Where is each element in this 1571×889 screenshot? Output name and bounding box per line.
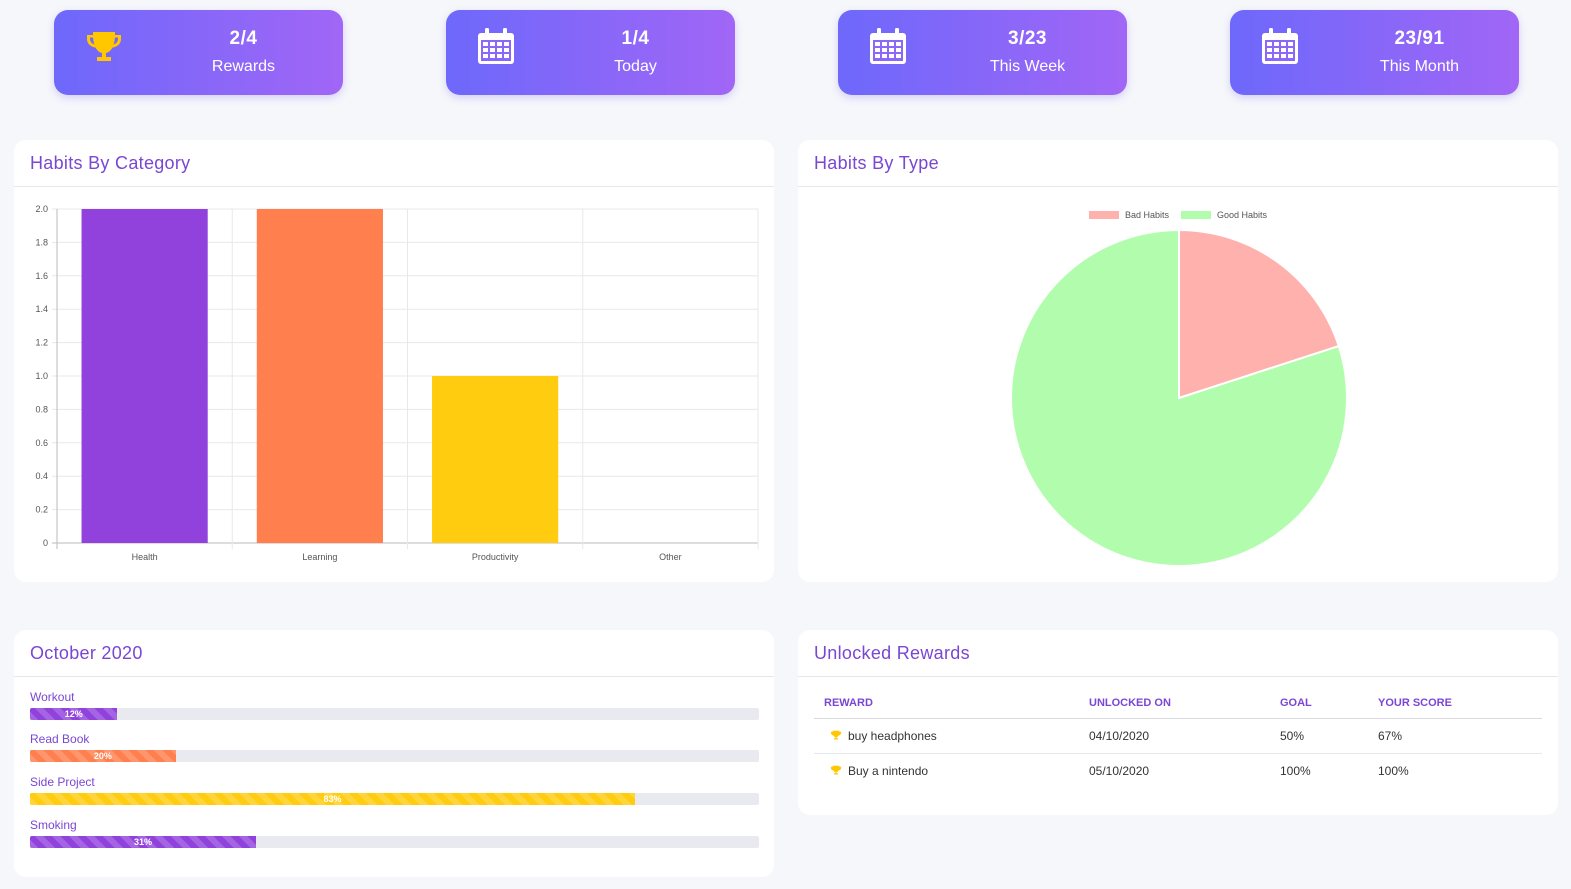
goal-cell: 100% — [1280, 763, 1311, 778]
column-header-goal: GOAL — [1270, 688, 1368, 719]
legend-label: Good Habits — [1217, 210, 1268, 220]
stat-card-this-week: 3/23 This Week — [838, 10, 1127, 95]
score-cell: 100% — [1378, 763, 1409, 778]
bar-productivity — [432, 376, 559, 543]
pie-slice-good-habits — [1010, 228, 1348, 567]
pie-slice-bad-habits — [1178, 228, 1341, 400]
y-tick-label: 0.8 — [35, 404, 48, 414]
progress-item-read-book: Read Book 20% — [30, 732, 759, 762]
progress-fill: 83% — [30, 793, 636, 805]
stat-label: This Month — [1379, 58, 1460, 75]
progress-track: 31% — [30, 836, 759, 848]
y-tick-label: 1.6 — [35, 271, 48, 281]
progress-item-side-project: Side Project 83% — [30, 775, 759, 805]
pie-chart: Bad Habits Good Habits — [1010, 210, 1348, 567]
divider — [14, 676, 774, 677]
bar-learning — [256, 209, 383, 543]
legend-swatch — [1181, 211, 1211, 219]
progress-fill: 20% — [30, 750, 176, 762]
unlocked-on-cell: 05/10/2020 — [1089, 763, 1150, 778]
progress-label: Read Book — [30, 732, 90, 746]
panel-title: Unlocked Rewards — [814, 643, 970, 663]
x-tick-label: Other — [659, 552, 682, 562]
column-header-your-score: YOUR SCORE — [1368, 688, 1542, 719]
progress-label: Side Project — [30, 775, 95, 789]
stat-card-rewards: 2/4 Rewards — [54, 10, 343, 95]
panel-title: Habits By Type — [814, 153, 939, 173]
table-row: Buy a nintendo 05/10/2020 100% 100% — [814, 753, 1542, 788]
reward-cell: buy headphones — [814, 718, 1079, 754]
reward-name: Buy a nintendo — [848, 763, 929, 778]
progress-label: Smoking — [30, 818, 77, 832]
progress-track: 83% — [30, 793, 759, 805]
bar-health — [81, 209, 208, 543]
y-tick-label: 1.2 — [35, 338, 48, 348]
reward-name: buy headphones — [848, 728, 937, 743]
y-tick-label: 0.2 — [35, 505, 48, 515]
trophy-icon — [84, 26, 124, 66]
rewards-table: REWARD UNLOCKED ON GOAL YOUR SCORE buy h… — [814, 688, 1542, 788]
stat-value: 3/23 — [1008, 28, 1047, 49]
habits-by-category-panel: Habits By Category 2.0 1.8 1.6 1.4 1.2 1.0 0.8… — [14, 140, 774, 582]
calendar-icon — [1260, 26, 1300, 66]
habits-by-type-panel: Habits By Type Bad Habits Good Habits — [798, 140, 1558, 582]
y-tick-label: 1.4 — [35, 304, 48, 314]
progress-item-smoking: Smoking 31% — [30, 818, 759, 848]
x-tick-label: Productivity — [472, 552, 519, 562]
divider — [14, 186, 774, 187]
legend-label: Bad Habits — [1125, 210, 1170, 220]
score-cell: 67% — [1368, 718, 1542, 754]
y-tick-label: 0.4 — [35, 471, 48, 481]
progress-item-workout: Workout 12% — [30, 690, 759, 720]
legend-swatch — [1089, 211, 1119, 219]
goal-cell: 50% — [1270, 718, 1368, 754]
divider — [798, 186, 1558, 187]
y-tick-label: 0.6 — [35, 438, 48, 448]
stat-card-today: 1/4 Today — [446, 10, 735, 95]
column-header-unlocked-on: UNLOCKED ON — [1079, 688, 1270, 719]
stat-value: 1/4 — [621, 28, 650, 49]
panel-title: October 2020 — [30, 643, 143, 663]
stat-value: 23/91 — [1394, 28, 1445, 49]
stat-label: This Week — [989, 58, 1066, 75]
bar-chart: 2.0 1.8 1.6 1.4 1.2 1.0 0.8 0.6 0.4 0.2 0 Health Lea… — [35, 204, 759, 562]
x-tick-label: Health — [132, 552, 158, 562]
month-progress-panel: October 2020 Workout 12% Read Book 20% S… — [14, 630, 774, 877]
stat-value: 2/4 — [229, 28, 258, 49]
divider — [798, 676, 1558, 677]
progress-track: 20% — [30, 750, 759, 762]
trophy-icon — [830, 729, 842, 741]
y-tick-label: 0 — [43, 538, 48, 548]
reward-cell: Buy a nintendo — [814, 753, 1079, 788]
progress-fill: 31% — [30, 836, 256, 848]
unlocked-on-cell: 04/10/2020 — [1079, 718, 1270, 754]
stat-label: Today — [614, 58, 657, 75]
stat-label: Rewards — [211, 58, 276, 75]
progress-fill: 12% — [30, 708, 118, 720]
unlocked-rewards-panel: Unlocked Rewards REWARD UNLOCKED ON GOAL… — [798, 630, 1558, 815]
calendar-icon — [476, 26, 516, 66]
x-tick-label: Learning — [302, 552, 337, 562]
y-tick-label: 1.0 — [35, 371, 48, 381]
table-row: buy headphones 04/10/2020 50% 67% — [814, 718, 1542, 754]
trophy-icon — [830, 764, 842, 776]
panel-title: Habits By Category — [30, 153, 191, 173]
progress-label: Workout — [30, 690, 75, 704]
y-tick-label: 2.0 — [35, 204, 48, 214]
calendar-icon — [868, 26, 908, 66]
column-header-reward: REWARD — [814, 688, 1079, 719]
table-header-row: REWARD UNLOCKED ON GOAL YOUR SCORE — [814, 688, 1542, 719]
stat-card-this-month: 23/91 This Month — [1230, 10, 1519, 95]
progress-track: 12% — [30, 708, 759, 720]
y-tick-label: 1.8 — [35, 237, 48, 247]
